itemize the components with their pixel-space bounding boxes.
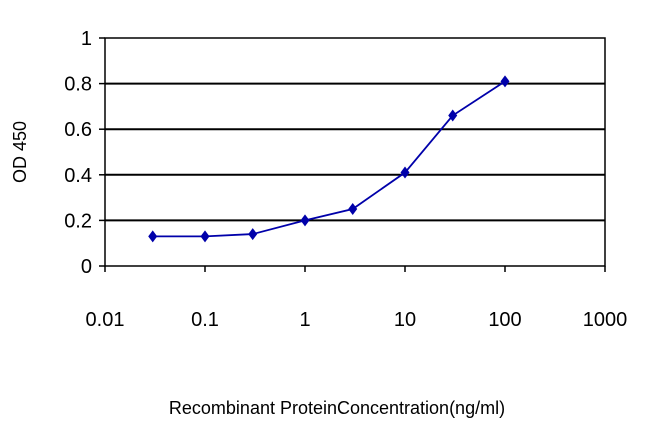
y-tick-label: 0.6 — [64, 119, 92, 141]
y-axis-title: OD 450 — [10, 121, 30, 183]
data-point — [200, 230, 210, 243]
y-tick-label: 0 — [81, 256, 92, 278]
x-tick-label: 0.1 — [191, 309, 219, 331]
data-point — [400, 166, 410, 179]
y-tick-label: 1 — [81, 28, 92, 50]
gridlines — [105, 82, 605, 222]
x-tick-label: 1000 — [583, 309, 628, 331]
series-line — [152, 80, 506, 238]
y-tick-label: 0.4 — [64, 165, 92, 187]
data-point — [500, 75, 510, 88]
x-tick-label: 10 — [394, 309, 416, 331]
series-layer — [148, 75, 510, 243]
data-point — [348, 203, 358, 215]
y-axis-ticks: 0 0.2 0.4 0.6 0.8 1 — [64, 28, 105, 278]
x-tick-label: 0.01 — [86, 309, 125, 331]
x-tick-label: 100 — [488, 309, 521, 331]
data-point — [148, 230, 158, 243]
data-point — [448, 109, 458, 122]
x-tick-label: 1 — [299, 309, 310, 331]
data-point — [248, 228, 258, 241]
x-axis-ticks: 0.01 0.1 1 10 100 1000 — [86, 266, 628, 331]
y-tick-label: 0.2 — [64, 210, 92, 232]
x-axis-title: Recombinant ProteinConcentration(ng/ml) — [169, 398, 505, 418]
y-tick-label: 0.8 — [64, 74, 92, 96]
data-point — [300, 214, 310, 227]
plot-area — [104, 37, 606, 267]
